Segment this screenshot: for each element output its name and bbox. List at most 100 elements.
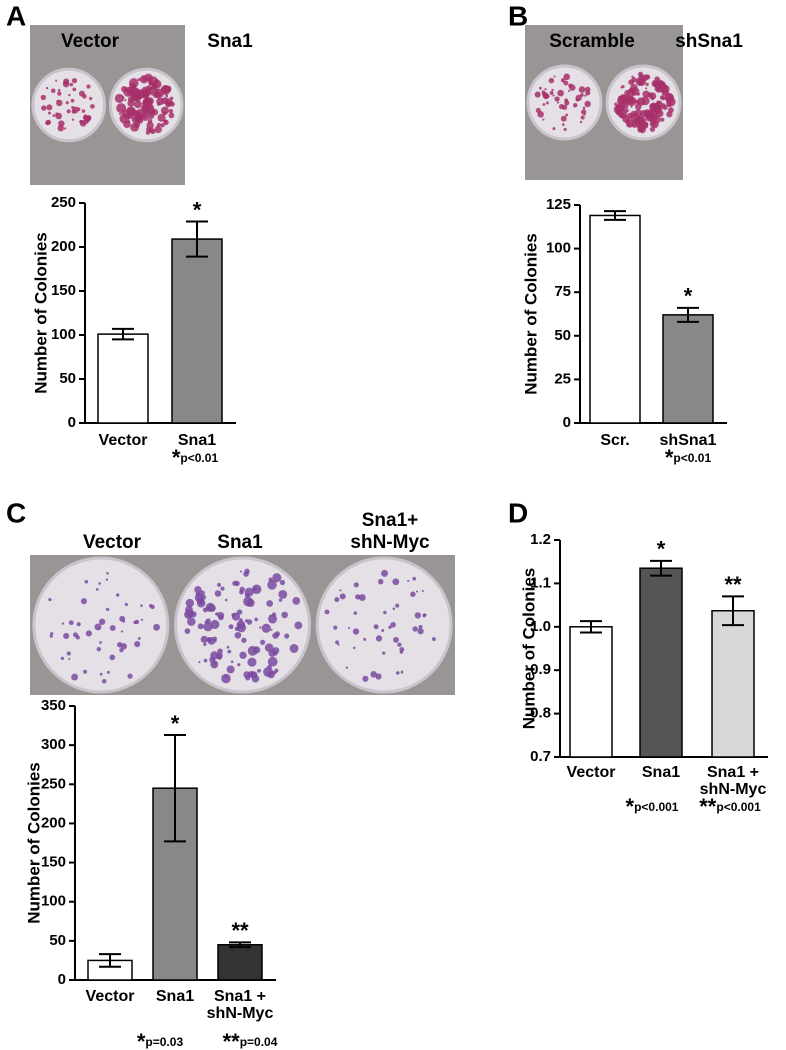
colony — [546, 101, 549, 105]
x-tick-label: shSna1 — [660, 432, 717, 449]
bar — [639, 567, 683, 758]
colony — [266, 600, 274, 607]
colony — [124, 602, 128, 607]
colony — [252, 586, 258, 592]
footnote-text: p=0.03 — [145, 1035, 183, 1049]
colony — [279, 579, 286, 586]
colony — [393, 636, 399, 643]
y-tick-label: 0.7 — [530, 748, 551, 765]
y-tick-label: 0.9 — [530, 661, 551, 678]
bar — [97, 333, 149, 424]
y-tick-label: 350 — [41, 697, 66, 714]
colony — [292, 597, 301, 605]
colony — [551, 88, 554, 92]
colony — [563, 127, 567, 131]
colony — [635, 103, 642, 110]
colony — [83, 114, 88, 119]
footnote-mark: ** — [223, 1029, 241, 1050]
colony — [234, 631, 242, 639]
colony — [221, 673, 231, 684]
bar — [217, 944, 263, 981]
colony — [637, 101, 641, 104]
colony — [71, 118, 75, 121]
colony — [72, 87, 77, 92]
colony — [148, 603, 153, 608]
colony — [627, 95, 635, 103]
colony — [333, 625, 338, 630]
x-tick-label: Sna1 + — [214, 988, 266, 1005]
colony — [98, 582, 101, 585]
colony — [160, 106, 169, 115]
colony — [66, 651, 71, 656]
colony — [348, 626, 351, 629]
colony — [542, 103, 546, 106]
colony — [638, 123, 646, 131]
colony — [289, 643, 299, 653]
colony — [626, 102, 629, 105]
colony — [660, 117, 665, 122]
colony — [49, 634, 53, 638]
colony — [564, 100, 570, 106]
footnote-text: p=0.04 — [240, 1035, 278, 1049]
colony — [105, 607, 110, 612]
colony — [415, 590, 419, 593]
colony — [267, 580, 277, 590]
colony — [414, 612, 421, 619]
colony — [636, 92, 640, 96]
colony — [56, 99, 59, 103]
x-tick-label: Scr. — [600, 432, 629, 449]
colony — [239, 651, 247, 659]
colony — [259, 626, 262, 629]
photo-label: Scramble — [549, 31, 635, 52]
colony — [339, 593, 346, 600]
photo-label: Sna1 — [207, 31, 253, 52]
colony — [337, 643, 340, 646]
colony — [71, 77, 78, 84]
colony — [237, 663, 241, 667]
colony — [137, 636, 141, 640]
colony — [353, 611, 358, 615]
colony — [65, 101, 69, 105]
colony — [135, 87, 139, 91]
colony — [412, 626, 418, 632]
colony — [563, 73, 571, 81]
colony — [168, 108, 174, 114]
colony — [645, 87, 648, 90]
colony — [165, 94, 169, 98]
colony — [616, 104, 623, 111]
colony — [85, 630, 92, 637]
colony — [50, 632, 54, 636]
colony — [142, 97, 152, 107]
y-axis-label: Number of Colonies — [519, 568, 538, 730]
colony — [133, 100, 142, 109]
y-tick-label: 75 — [554, 283, 571, 300]
colony — [198, 661, 201, 664]
colony — [660, 84, 670, 94]
colony — [204, 620, 208, 624]
colony — [392, 578, 400, 586]
colony — [99, 672, 103, 676]
colony — [168, 112, 175, 119]
colony — [60, 656, 65, 660]
y-axis-label: Number of Colonies — [24, 762, 43, 924]
colony — [625, 119, 630, 124]
colony — [562, 104, 568, 110]
colony — [105, 578, 109, 581]
colony — [95, 588, 99, 591]
colony — [71, 105, 75, 109]
colony — [57, 88, 61, 92]
colony — [81, 109, 86, 113]
colony — [362, 675, 369, 682]
colony — [631, 77, 637, 83]
y-tick-label: 0 — [58, 971, 66, 988]
colony — [645, 82, 649, 87]
x-tick-label: shN-Myc — [207, 1005, 274, 1022]
colony — [661, 96, 666, 101]
significance-mark: ** — [724, 572, 742, 597]
colony — [666, 101, 672, 108]
footnote: *p<0.001 — [626, 794, 679, 819]
colony — [134, 641, 141, 648]
colony — [68, 657, 71, 660]
photo-label: Vector — [61, 31, 120, 52]
colony — [563, 80, 569, 86]
